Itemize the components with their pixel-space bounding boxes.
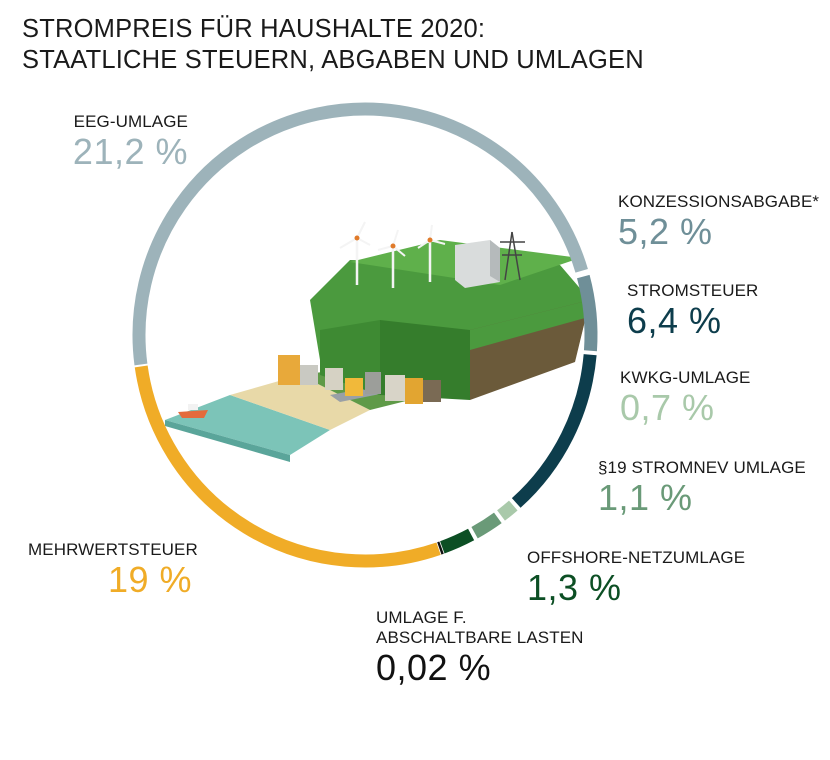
slice-name-line-2: ABSCHALTBARE LASTEN: [376, 628, 584, 647]
slice-value: 5,2 %: [618, 211, 713, 252]
slice-name-line-1: UMLAGE F.: [376, 608, 467, 627]
slice-name: OFFSHORE-NETZUMLAGE: [527, 548, 746, 567]
donut-slice-mwst: [134, 365, 441, 568]
slice-value: 0,02 %: [376, 647, 492, 688]
energy-landscape-illustration: [165, 221, 590, 462]
donut-slice-abschalt: [437, 541, 444, 555]
label-stromnev-umlage: §19 STROMNEV UMLAGE 1,1 %: [598, 458, 806, 518]
label-kwkg-umlage: KWKG-UMLAGE 0,7 %: [620, 368, 751, 428]
slice-value: 1,3 %: [527, 567, 622, 608]
slice-name: §19 STROMNEV UMLAGE: [598, 458, 806, 477]
label-konzessionsabgabe: KONZESSIONSABGABE* 5,2 %: [618, 192, 819, 252]
slice-value: 0,7 %: [620, 387, 715, 428]
donut-slice-offshore: [439, 528, 475, 554]
slice-name: KONZESSIONSABGABE*: [618, 192, 820, 211]
chart-title-line-2: STAATLICHE STEUERN, ABGABEN UND UMLAGEN: [22, 46, 644, 74]
slice-name: MEHRWERTSTEUER: [28, 540, 198, 559]
chart-title-line-1: STROMPREIS FÜR HAUSHALTE 2020:: [22, 15, 486, 43]
label-eeg-umlage: EEG-UMLAGE 21,2 %: [72, 112, 188, 172]
donut-slice-strom: [511, 354, 597, 508]
donut-slice-kwkg: [497, 500, 518, 521]
slice-value: 1,1 %: [598, 477, 693, 518]
slice-value: 6,4 %: [627, 300, 722, 341]
donut-slice-nev: [471, 512, 502, 539]
slice-value: 21,2 %: [72, 131, 188, 172]
donut-ring: [132, 102, 598, 568]
slice-name: KWKG-UMLAGE: [620, 368, 751, 387]
label-offshore-netzumlage: OFFSHORE-NETZUMLAGE 1,3 %: [527, 548, 745, 608]
chart-title: STROMPREIS FÜR HAUSHALTE 2020: STAATLICH…: [22, 14, 644, 76]
donut-slice-konz: [576, 274, 598, 352]
label-abschaltbare-lasten: UMLAGE F. ABSCHALTBARE LASTEN 0,02 %: [376, 608, 584, 688]
label-stromsteuer: STROMSTEUER 6,4 %: [627, 281, 758, 341]
slice-name: STROMSTEUER: [627, 281, 759, 300]
donut-slice-eeg: [132, 102, 588, 366]
slice-value: 19 %: [107, 559, 192, 600]
slice-name: EEG-UMLAGE: [73, 112, 188, 131]
label-mehrwertsteuer: MEHRWERTSTEUER 19 %: [28, 540, 198, 600]
